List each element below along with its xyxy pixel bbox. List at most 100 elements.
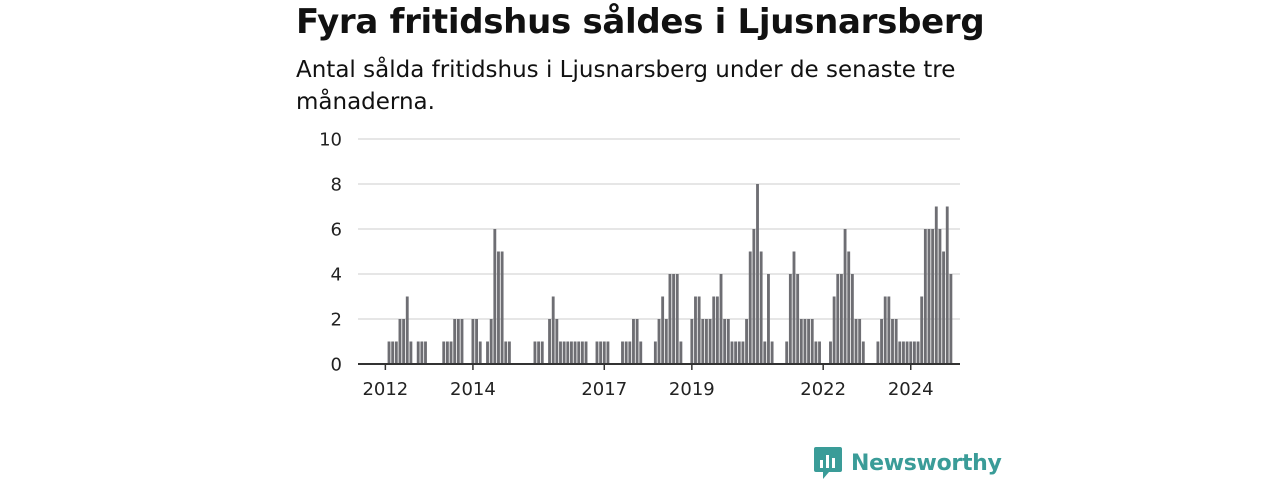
bar — [606, 341, 610, 364]
bar — [745, 319, 748, 364]
bar — [489, 319, 493, 364]
bar — [730, 341, 734, 364]
bar — [840, 274, 843, 364]
bar — [657, 319, 661, 364]
bar — [672, 274, 676, 364]
bar — [664, 319, 668, 364]
bar — [763, 341, 767, 364]
bar — [880, 319, 883, 364]
bar — [814, 341, 818, 364]
bar — [923, 229, 927, 364]
bar — [621, 341, 624, 364]
bar — [861, 341, 865, 364]
y-tick-label: 0 — [331, 355, 342, 376]
bar — [697, 296, 701, 364]
bar — [792, 251, 796, 364]
bar — [562, 341, 566, 364]
bar — [679, 341, 683, 364]
bar — [726, 319, 730, 364]
bar — [752, 229, 756, 364]
bar — [785, 341, 789, 364]
bar — [807, 319, 811, 364]
bar — [471, 319, 475, 364]
chart-title: Fyra fritidshus såldes i Ljusnarsberg — [296, 2, 985, 42]
bar — [580, 341, 584, 364]
bar — [715, 296, 719, 364]
bar — [653, 341, 657, 364]
bar — [887, 296, 891, 364]
bar — [639, 341, 643, 364]
bar — [493, 229, 497, 364]
bar — [829, 341, 832, 364]
bar — [719, 274, 723, 364]
bar — [942, 251, 946, 364]
bar — [788, 274, 792, 364]
bar — [566, 341, 570, 364]
bar — [478, 341, 482, 364]
x-tick-label: 2014 — [450, 379, 496, 400]
bar — [843, 229, 847, 364]
bar — [402, 319, 406, 364]
chart-subtitle: Antal sålda fritidshus i Ljusnarsberg un… — [296, 57, 956, 115]
y-tick-label: 10 — [319, 130, 342, 151]
bar — [949, 274, 953, 364]
bar — [456, 319, 460, 364]
bar — [391, 341, 395, 364]
x-tick-label: 2022 — [800, 379, 846, 400]
bar — [734, 341, 738, 364]
bar — [540, 341, 544, 364]
bar — [894, 319, 898, 364]
bar — [902, 341, 905, 364]
newsworthy-brand: Newsworthy — [813, 446, 1002, 480]
bars — [387, 184, 953, 364]
y-tick-label: 4 — [331, 265, 342, 286]
bar — [628, 341, 632, 364]
bar — [847, 251, 851, 364]
bar — [424, 341, 427, 364]
bar — [420, 341, 424, 364]
bar — [891, 319, 894, 364]
bar — [836, 274, 840, 364]
x-axis-ticks: 2012 2014 2017 2019 2022 2024 — [362, 364, 934, 400]
bar — [905, 341, 909, 364]
bar — [486, 341, 489, 364]
annotation-label: 4 — [947, 0, 958, 5]
bar — [533, 341, 537, 364]
bar — [537, 341, 541, 364]
bar — [635, 319, 639, 364]
bar — [394, 341, 398, 364]
bar — [398, 319, 402, 364]
bar — [898, 341, 902, 364]
bar — [818, 341, 821, 364]
x-tick-label: 2024 — [888, 379, 934, 400]
bar — [449, 341, 453, 364]
bar — [500, 251, 504, 364]
bar — [701, 319, 705, 364]
bar — [475, 319, 478, 364]
bar — [460, 319, 464, 364]
bar — [690, 319, 694, 364]
bar — [559, 341, 562, 364]
bar — [945, 206, 949, 364]
bar — [584, 341, 588, 364]
bar — [632, 319, 635, 364]
bar — [803, 319, 807, 364]
bar — [737, 341, 741, 364]
bar — [548, 319, 551, 364]
last-value-annotation: 4 — [944, 0, 960, 8]
y-tick-label: 6 — [331, 220, 342, 241]
bar — [832, 296, 836, 364]
bar — [694, 296, 697, 364]
bar — [708, 319, 712, 364]
bar — [668, 274, 672, 364]
bar — [675, 274, 679, 364]
newsworthy-logo-icon — [814, 447, 842, 479]
bar — [916, 341, 920, 364]
bar — [595, 341, 599, 364]
y-tick-label: 2 — [331, 310, 342, 331]
x-tick-label: 2012 — [362, 379, 408, 400]
bar — [927, 229, 931, 364]
bar — [850, 274, 854, 364]
bar — [748, 251, 752, 364]
